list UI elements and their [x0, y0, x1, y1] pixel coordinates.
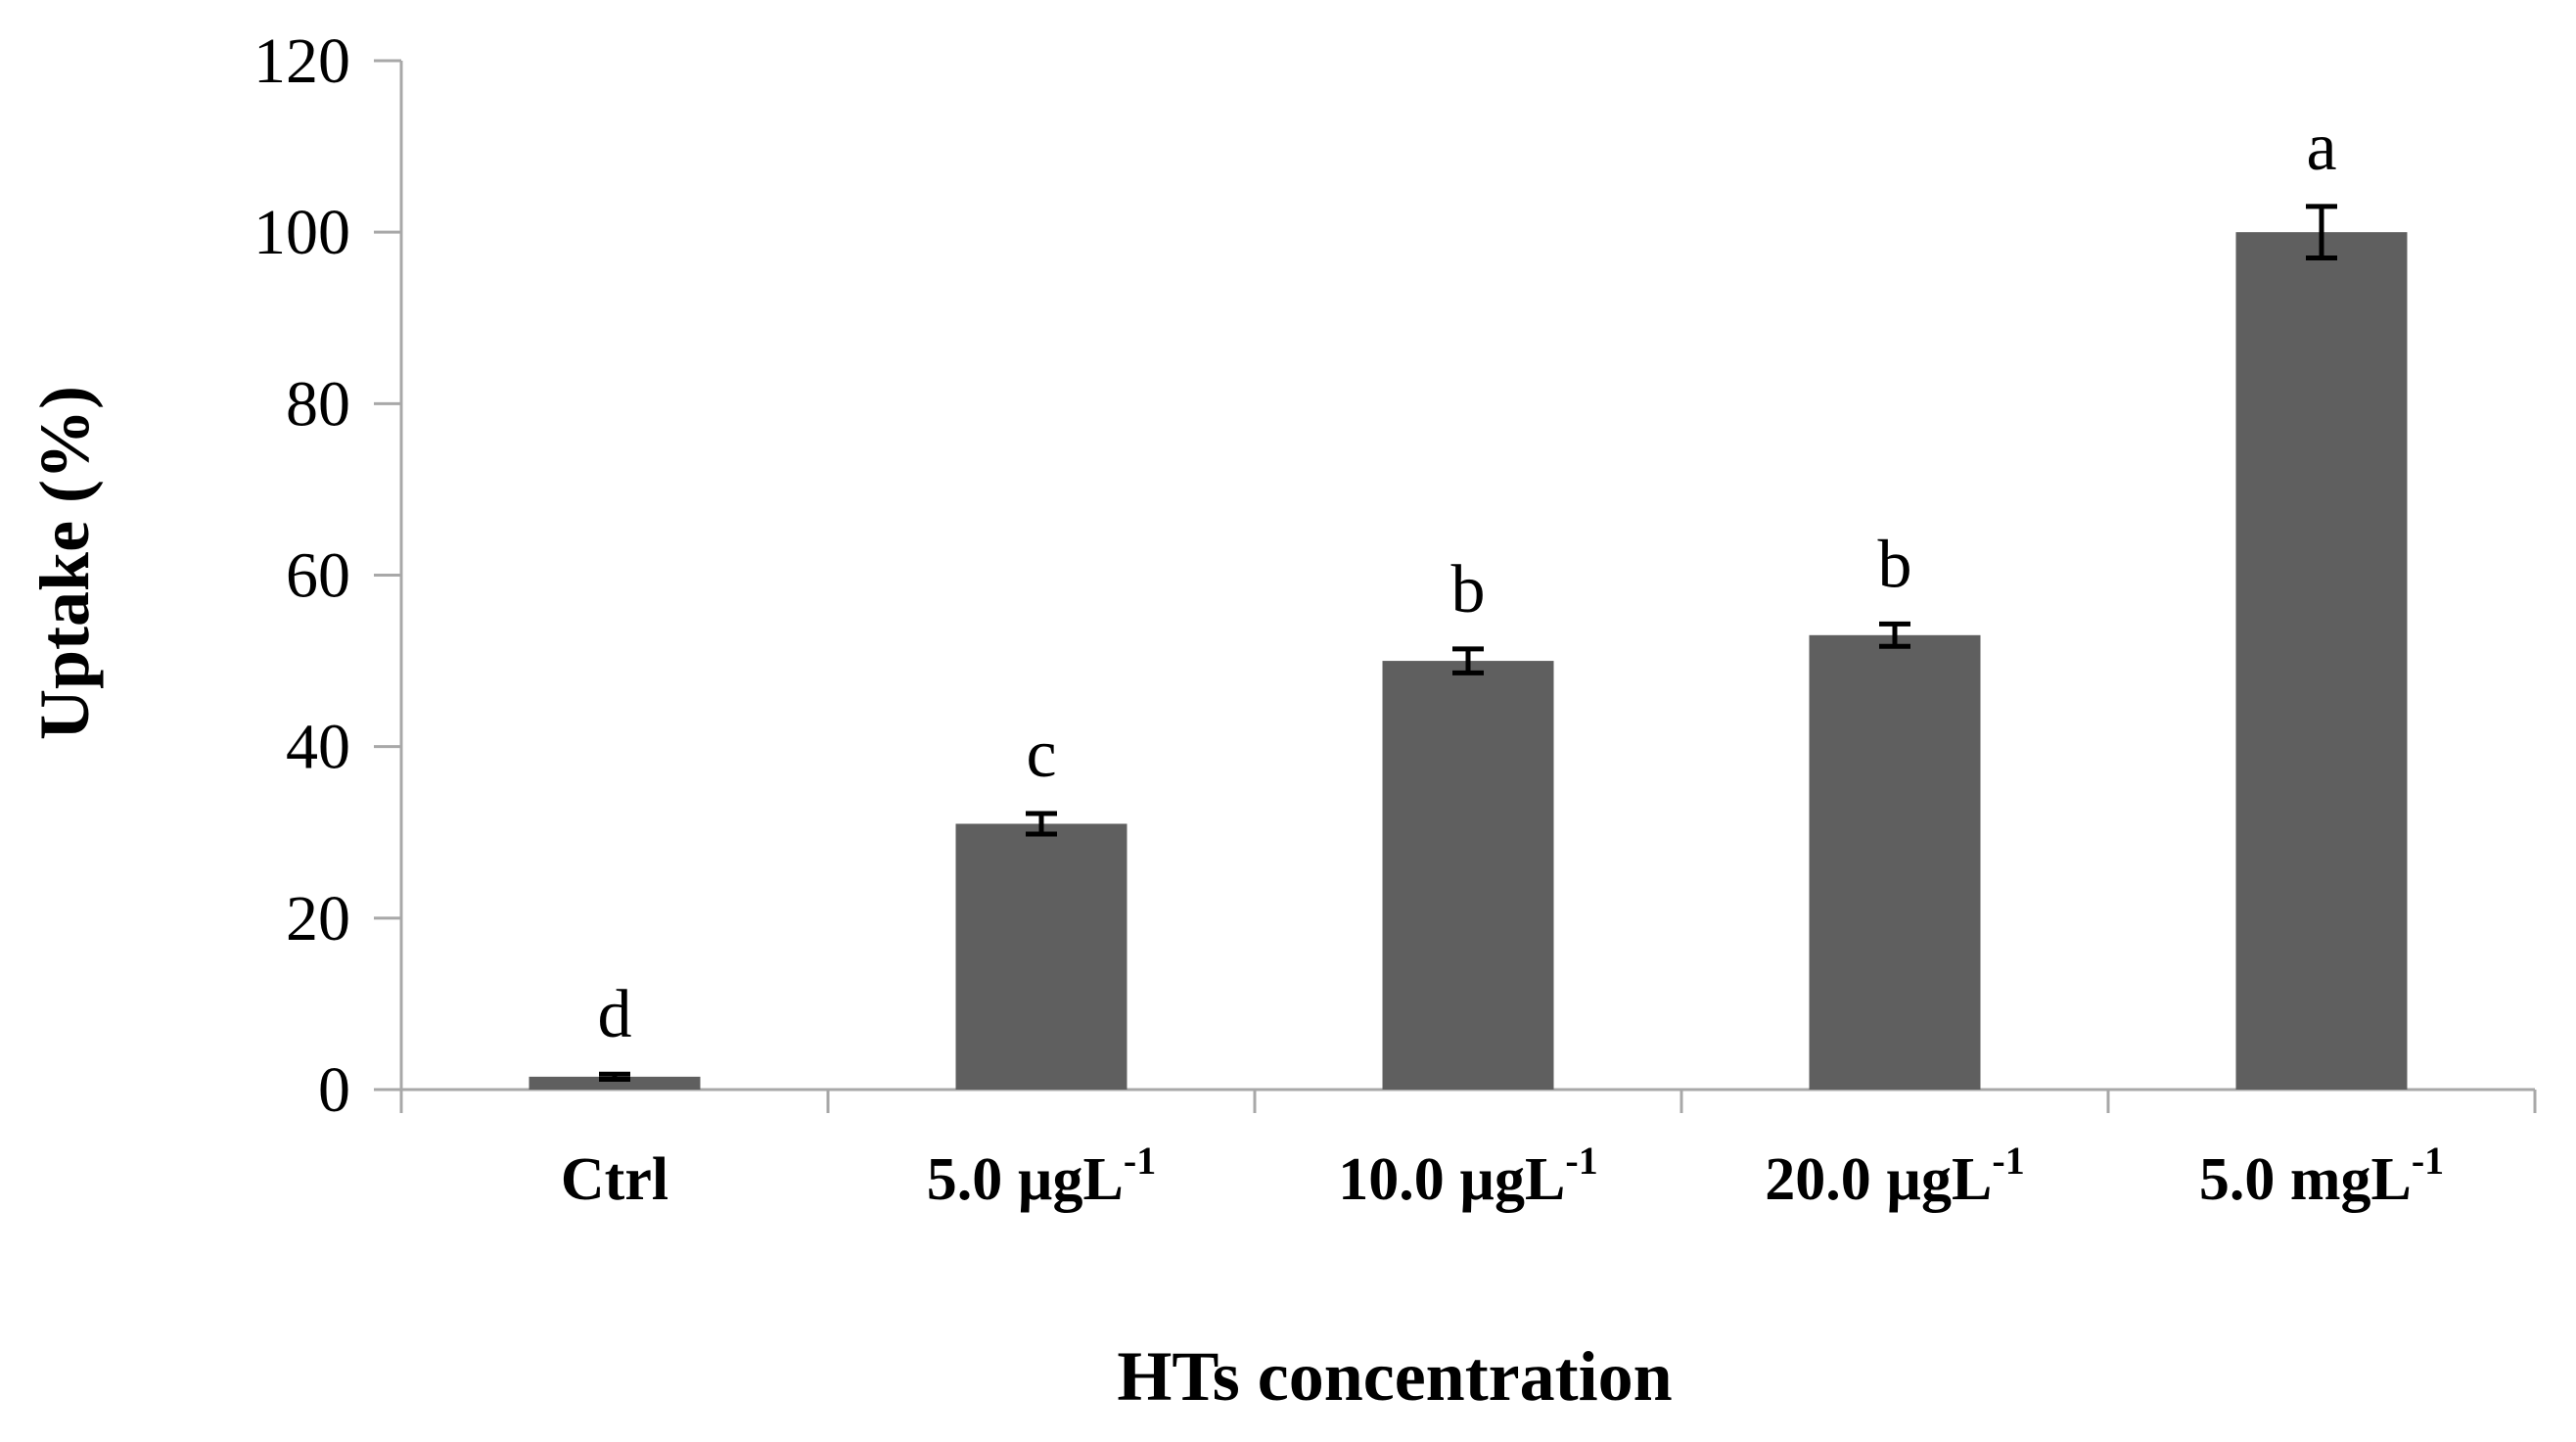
y-axis-title: Uptake (%) — [25, 386, 104, 740]
x-tick-label: Ctrl — [561, 1146, 668, 1213]
x-tick-label: 5.0 µgL-1 — [927, 1139, 1156, 1213]
x-tick-label: 10.0 µgL-1 — [1338, 1139, 1597, 1213]
bar — [1809, 634, 1981, 1090]
x-tick-label: 20.0 µgL-1 — [1765, 1139, 2024, 1213]
error-bar — [1452, 646, 1484, 675]
x-axis-title: HTs concentration — [1117, 1337, 1672, 1416]
bar — [529, 1076, 701, 1090]
y-tick-label: 20 — [286, 883, 350, 954]
significance-letter: a — [2306, 110, 2336, 185]
error-bar — [2306, 204, 2337, 260]
significance-letter: c — [1026, 717, 1056, 792]
bars — [529, 204, 2408, 1090]
y-tick-label: 0 — [318, 1054, 350, 1126]
y-tick-label: 80 — [286, 368, 350, 440]
bar — [955, 823, 1127, 1090]
labels: 0 20 40 60 80 100 120 d Ctrl c 5.0 µgL-1 b 10.0 µgL-… — [253, 25, 2444, 1213]
bar — [2235, 232, 2408, 1090]
significance-letter: b — [1451, 552, 1486, 628]
axes — [374, 59, 2537, 1113]
bar — [1382, 661, 1554, 1090]
y-tick-label: 120 — [253, 25, 350, 97]
significance-letter: d — [598, 977, 632, 1052]
y-tick-label: 60 — [286, 540, 350, 612]
error-bar — [1026, 811, 1057, 837]
error-bar — [1879, 621, 1910, 649]
x-tick-label: 5.0 mgL-1 — [2199, 1139, 2444, 1213]
significance-letter: b — [1878, 527, 1912, 602]
y-tick-label: 100 — [253, 197, 350, 268]
error-bar — [599, 1071, 630, 1082]
y-tick-label: 40 — [286, 712, 350, 783]
